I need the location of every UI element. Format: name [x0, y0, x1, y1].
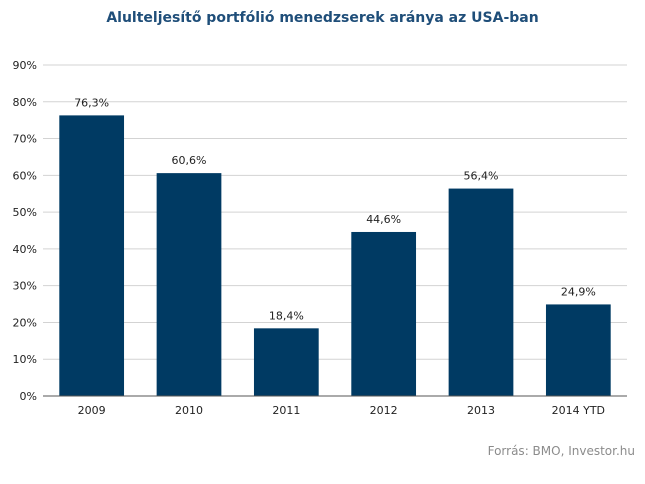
- source-note: Forrás: BMO, Investor.hu: [487, 444, 635, 458]
- y-tick-label: 0%: [20, 390, 37, 403]
- y-tick-label: 30%: [13, 280, 37, 293]
- bars: [59, 115, 611, 396]
- y-tick-label: 80%: [13, 96, 37, 109]
- x-tick-label: 2014 YTD: [552, 404, 605, 417]
- y-tick-label: 50%: [13, 206, 37, 219]
- x-tick-label: 2012: [370, 404, 398, 417]
- x-axis-tick-labels: 2009 2010 2011 2012 2013 2014 YTD: [78, 404, 605, 417]
- y-tick-label: 60%: [13, 169, 37, 182]
- data-labels: 76,3% 60,6% 18,4% 44,6% 56,4% 24,9%: [74, 96, 596, 322]
- grid-lines: [43, 64, 627, 360]
- bar-2011: [253, 328, 319, 396]
- bar-2010: [156, 173, 222, 396]
- y-tick-label: 20%: [13, 316, 37, 329]
- y-axis-tick-labels: 0% 10% 20% 30% 40% 50% 60% 70% 80% 90%: [13, 59, 37, 403]
- y-tick-label: 40%: [13, 243, 37, 256]
- bar-2012: [351, 231, 417, 396]
- data-label: 60,6%: [172, 154, 207, 167]
- x-tick-label: 2010: [175, 404, 203, 417]
- bar-2009: [59, 115, 125, 396]
- data-label: 56,4%: [464, 170, 499, 183]
- bar-2013: [448, 188, 514, 396]
- bar-2014-ytd: [545, 304, 611, 396]
- chart-title: Alulteljesítő portfólió menedzserek arán…: [106, 10, 539, 26]
- data-label: 76,3%: [74, 96, 109, 109]
- x-tick-label: 2009: [78, 404, 106, 417]
- y-tick-label: 10%: [13, 353, 37, 366]
- x-tick-label: 2011: [272, 404, 300, 417]
- y-tick-label: 90%: [13, 59, 37, 72]
- x-tick-label: 2013: [467, 404, 495, 417]
- data-label: 18,4%: [269, 309, 304, 322]
- data-label: 24,9%: [561, 285, 596, 298]
- data-label: 44,6%: [366, 213, 401, 226]
- y-tick-label: 70%: [13, 133, 37, 146]
